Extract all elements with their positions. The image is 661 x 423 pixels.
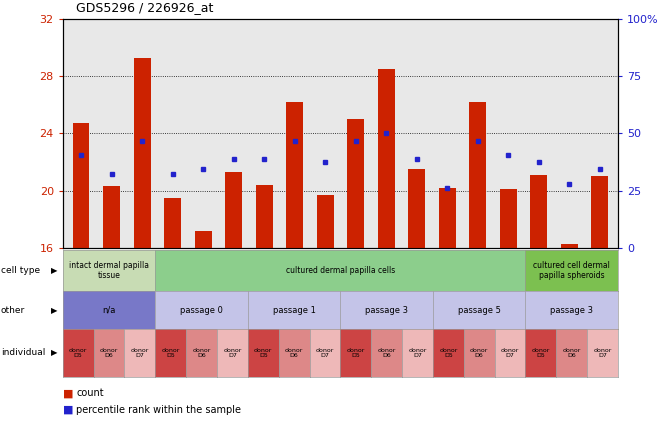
- Text: donor
D5: donor D5: [531, 348, 550, 358]
- Text: donor
D5: donor D5: [439, 348, 457, 358]
- Text: donor
D7: donor D7: [223, 348, 242, 358]
- Text: percentile rank within the sample: percentile rank within the sample: [76, 404, 241, 415]
- Text: donor
D5: donor D5: [161, 348, 180, 358]
- Text: cell type: cell type: [1, 266, 40, 275]
- Text: cultured dermal papilla cells: cultured dermal papilla cells: [286, 266, 395, 275]
- Text: donor
D7: donor D7: [594, 348, 612, 358]
- Text: ▶: ▶: [51, 349, 58, 357]
- Bar: [469, 102, 486, 248]
- Text: donor
D6: donor D6: [285, 348, 303, 358]
- Text: passage 1: passage 1: [273, 305, 315, 315]
- Text: ■: ■: [63, 388, 73, 398]
- Text: GDS5296 / 226926_at: GDS5296 / 226926_at: [76, 1, 214, 14]
- Text: individual: individual: [1, 349, 45, 357]
- Bar: [73, 124, 89, 248]
- Text: donor
D5: donor D5: [69, 348, 87, 358]
- Text: passage 5: passage 5: [458, 305, 500, 315]
- Text: other: other: [1, 305, 25, 315]
- Bar: [439, 188, 455, 248]
- Text: donor
D6: donor D6: [377, 348, 396, 358]
- Text: donor
D7: donor D7: [131, 348, 149, 358]
- Text: cultured cell dermal
papilla spheroids: cultured cell dermal papilla spheroids: [533, 261, 610, 280]
- Bar: [530, 175, 547, 248]
- Text: ▶: ▶: [51, 305, 58, 315]
- Bar: [378, 69, 395, 248]
- Text: donor
D6: donor D6: [470, 348, 488, 358]
- Text: donor
D5: donor D5: [254, 348, 272, 358]
- Text: donor
D6: donor D6: [563, 348, 581, 358]
- Bar: [225, 172, 242, 248]
- Bar: [256, 185, 272, 248]
- Bar: [286, 102, 303, 248]
- Text: passage 3: passage 3: [365, 305, 408, 315]
- Bar: [500, 189, 517, 248]
- Text: donor
D7: donor D7: [316, 348, 334, 358]
- Bar: [103, 187, 120, 248]
- Text: donor
D6: donor D6: [100, 348, 118, 358]
- Text: ■: ■: [63, 404, 73, 415]
- Bar: [195, 231, 212, 248]
- Text: donor
D6: donor D6: [192, 348, 211, 358]
- Text: n/a: n/a: [102, 305, 116, 315]
- Text: passage 3: passage 3: [550, 305, 594, 315]
- Text: passage 0: passage 0: [180, 305, 223, 315]
- Text: donor
D5: donor D5: [346, 348, 365, 358]
- Text: donor
D7: donor D7: [408, 348, 427, 358]
- Bar: [317, 195, 334, 248]
- Text: intact dermal papilla
tissue: intact dermal papilla tissue: [69, 261, 149, 280]
- Bar: [592, 176, 608, 248]
- Text: donor
D7: donor D7: [501, 348, 520, 358]
- Text: ▶: ▶: [51, 266, 58, 275]
- Bar: [561, 244, 578, 248]
- Bar: [347, 119, 364, 248]
- Bar: [164, 198, 181, 248]
- Text: count: count: [76, 388, 104, 398]
- Bar: [408, 169, 425, 248]
- Bar: [134, 58, 151, 248]
